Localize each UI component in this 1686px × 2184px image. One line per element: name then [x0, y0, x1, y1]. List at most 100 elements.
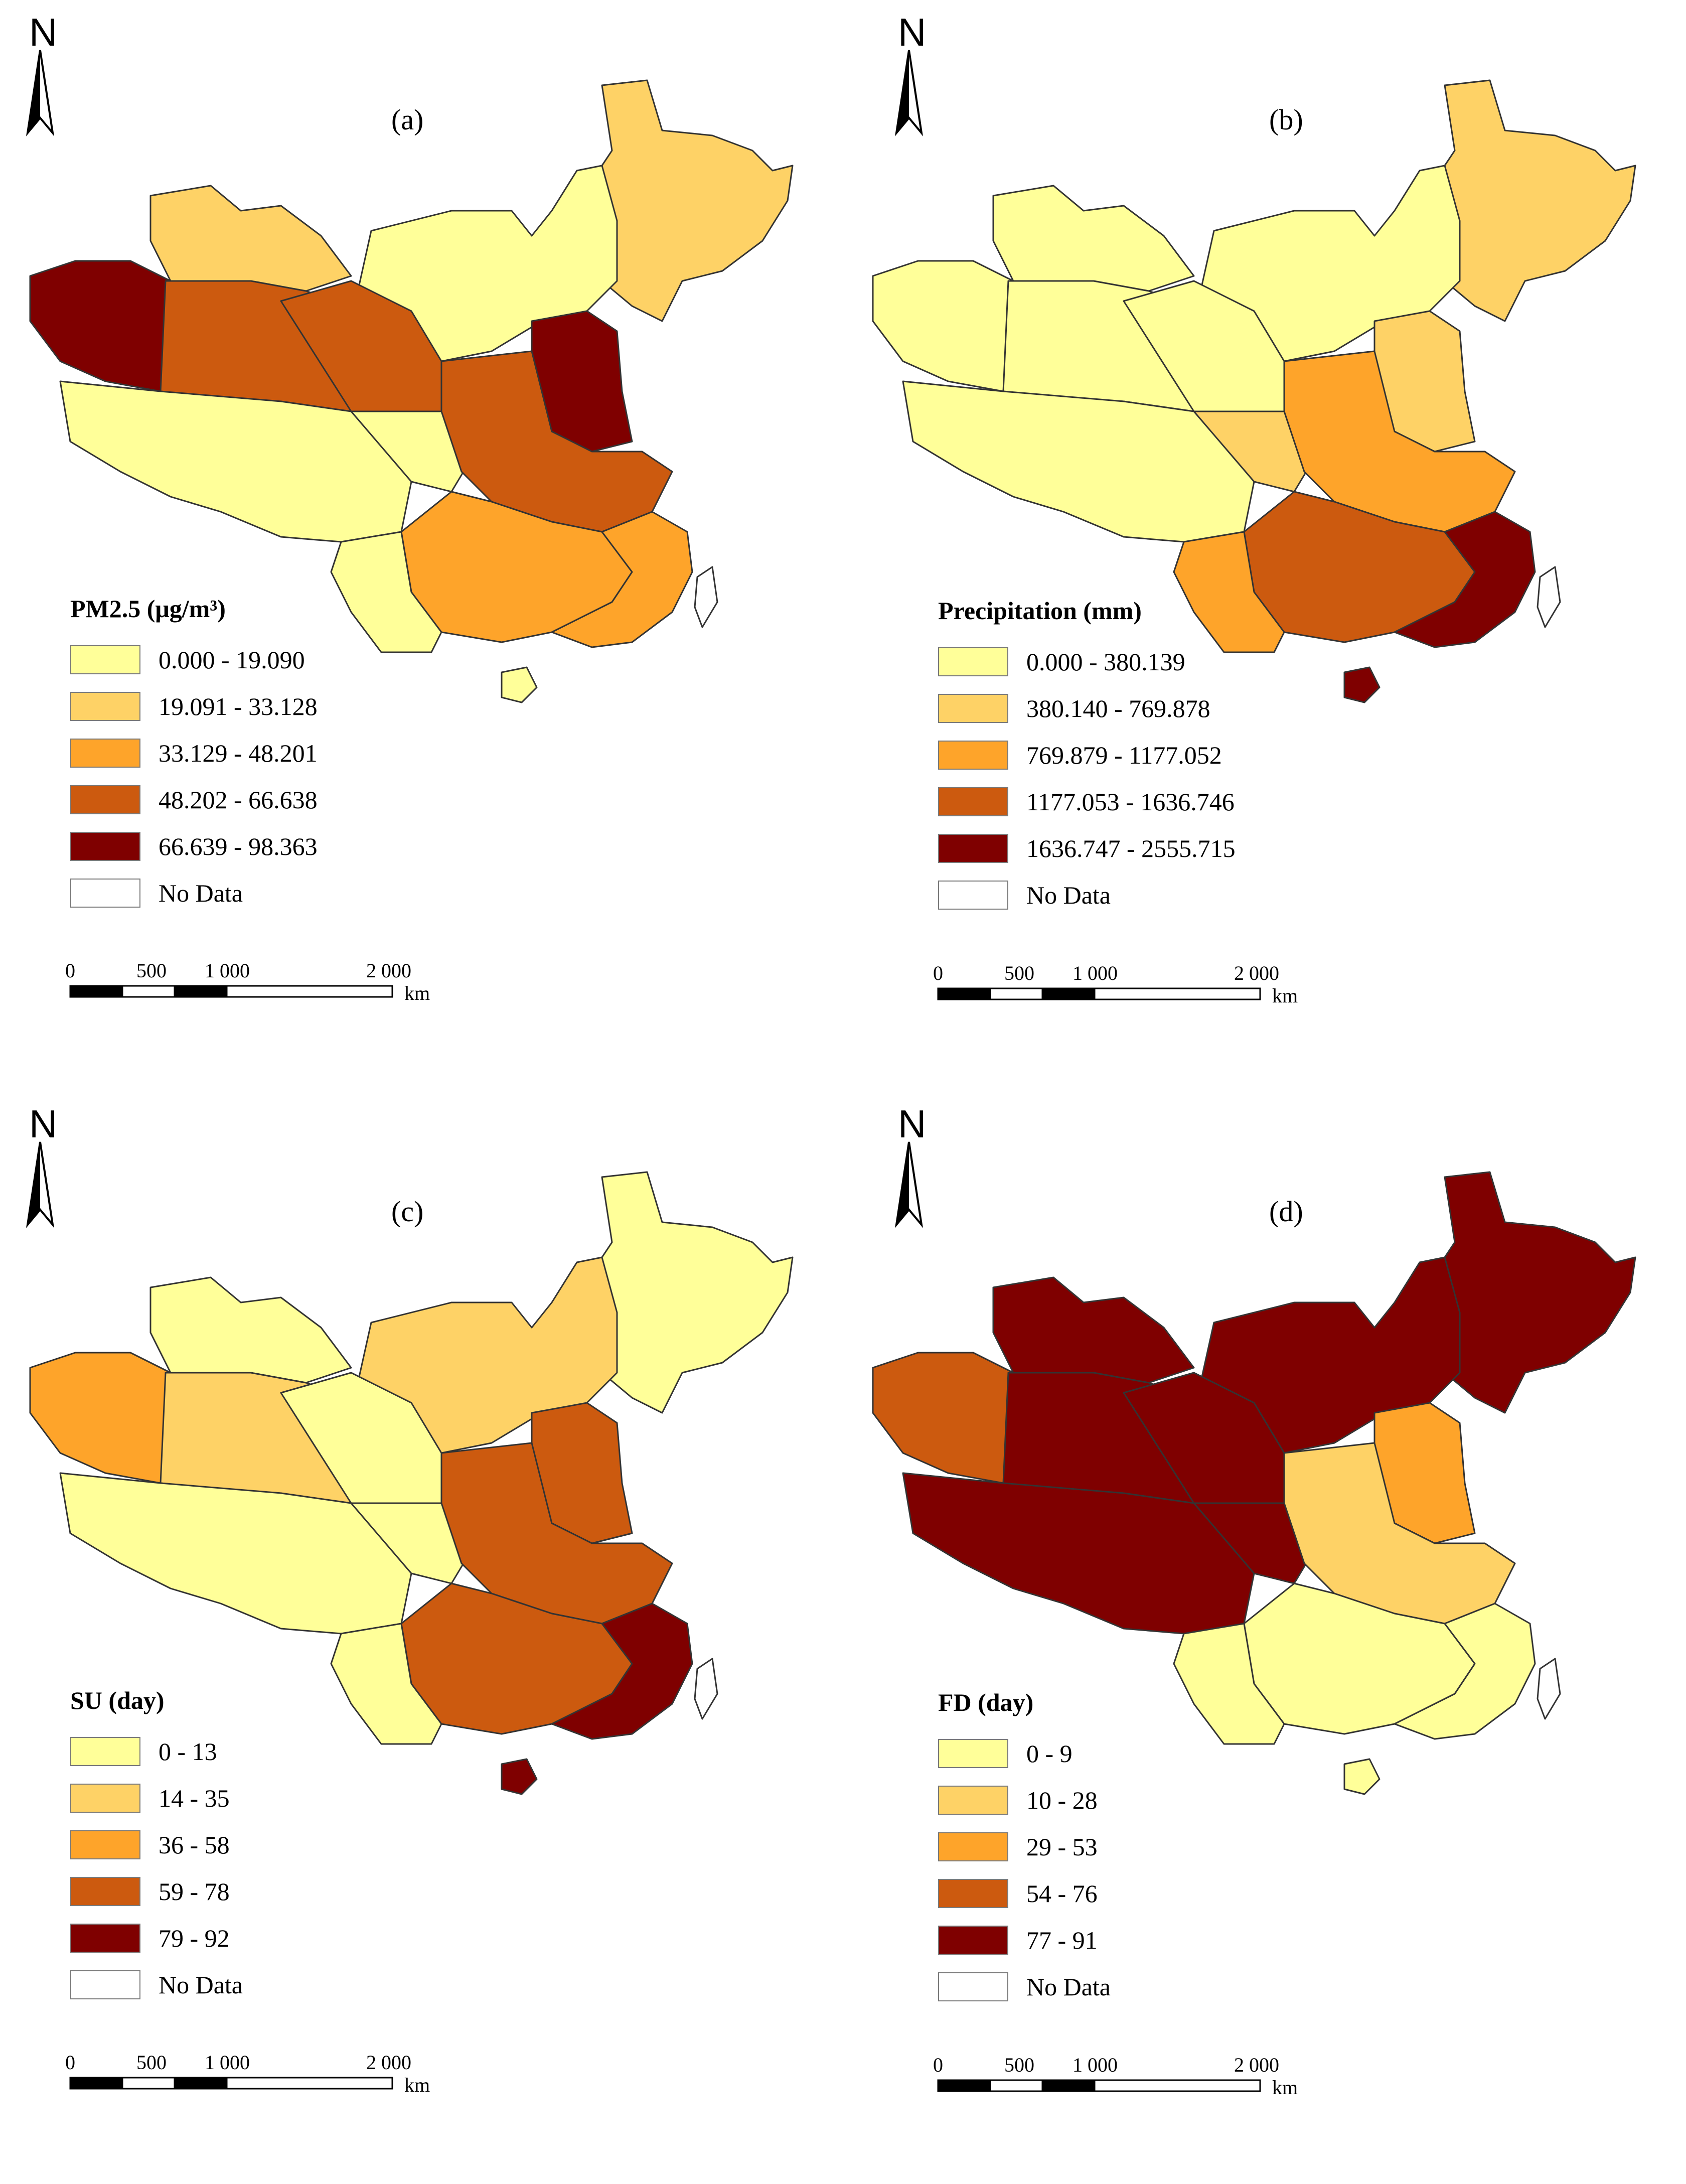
- scale-bar-b: [937, 987, 1261, 1000]
- panel-c: N (c) SU (day) 0 -: [0, 1092, 843, 2183]
- legend-label: 77 - 91: [1026, 1926, 1098, 1954]
- legend-row: 59 - 78: [70, 1868, 243, 1915]
- legend-label: 0.000 - 380.139: [1026, 647, 1185, 676]
- legend-row: 54 - 76: [938, 1870, 1111, 1917]
- scale-tick: 2 000: [366, 2051, 411, 2074]
- panel-a: N (a) PM2.5 (μg/m³): [0, 0, 843, 1092]
- legend-row: 0.000 - 380.139: [938, 638, 1236, 685]
- region-taiwan-c: [694, 1658, 718, 1720]
- legend-b: Precipitation (mm) 0.000 - 380.139 380.1…: [938, 598, 1236, 918]
- legend-label: 10 - 28: [1026, 1786, 1098, 1814]
- legend-row: No Data: [70, 1961, 243, 2008]
- map-a: [26, 50, 794, 998]
- region-southeast-a: [551, 511, 693, 648]
- legend-swatch: [938, 647, 1008, 676]
- region-xinjiang-west-b: [872, 260, 1014, 392]
- scale-tick: 1 000: [1072, 2054, 1118, 2076]
- legend-label: 1636.747 - 2555.715: [1026, 834, 1236, 862]
- scale-tick: 500: [136, 959, 167, 982]
- scale-tick: 1 000: [205, 959, 250, 982]
- legend-label: 66.639 - 98.363: [159, 832, 318, 860]
- legend-label: 0 - 9: [1026, 1739, 1072, 1768]
- legend-row: 14 - 35: [70, 1775, 243, 1821]
- region-yunnan-d: [1173, 1623, 1285, 1745]
- legend-label: 19.091 - 33.128: [159, 692, 318, 720]
- legend-label: 1177.053 - 1636.746: [1026, 787, 1235, 816]
- legend-swatch: [70, 1970, 140, 1999]
- scale-unit: km: [1272, 2076, 1298, 2099]
- region-hainan-b: [1343, 666, 1381, 703]
- legend-row: 1177.053 - 1636.746: [938, 778, 1236, 825]
- legend-label: 0.000 - 19.090: [159, 645, 305, 674]
- legend-swatch: [70, 1876, 140, 1906]
- panel-label: (d): [1269, 1195, 1303, 1228]
- china-map-d: [872, 1171, 1636, 1795]
- legend-swatch: [70, 1923, 140, 1953]
- region-yunnan-a: [330, 531, 442, 653]
- region-hainan-c: [501, 1758, 538, 1795]
- legend-swatch: [938, 1972, 1008, 2001]
- legend-swatch: [938, 1925, 1008, 1955]
- legend-row: 66.639 - 98.363: [70, 823, 318, 869]
- legend-row: 33.129 - 48.201: [70, 730, 318, 776]
- region-yunnan-c: [330, 1623, 442, 1745]
- legend-row: 769.879 - 1177.052: [938, 732, 1236, 778]
- legend-row: No Data: [70, 869, 318, 916]
- legend-title: SU (day): [70, 1686, 165, 1714]
- region-hainan-d: [1343, 1758, 1381, 1795]
- legend-row: 79 - 92: [70, 1915, 243, 1961]
- legend-row: 10 - 28: [938, 1777, 1111, 1823]
- region-taiwan-d: [1537, 1658, 1561, 1720]
- china-map-c: [29, 1171, 794, 1795]
- map-b: [872, 50, 1636, 1000]
- legend-label: No Data: [1026, 881, 1111, 909]
- north-label: N: [29, 10, 58, 54]
- scale-tick: 2 000: [366, 959, 411, 982]
- legend-c: SU (day) 0 - 13 14 - 35 36 - 58 59 - 78 …: [70, 1688, 243, 2008]
- legend-row: 0 - 13: [70, 1728, 243, 1775]
- legend-swatch: [70, 645, 140, 674]
- north-label: N: [898, 1102, 927, 1146]
- north-label: N: [898, 10, 927, 54]
- legend-row: 77 - 91: [938, 1917, 1111, 1963]
- scale-tick: 500: [136, 2051, 167, 2074]
- region-xinjiang-west-d: [872, 1352, 1014, 1484]
- region-taiwan-b: [1537, 566, 1561, 628]
- legend-title: PM2.5 (μg/m³): [70, 595, 226, 623]
- legend-row: 1636.747 - 2555.715: [938, 825, 1236, 871]
- region-xinjiang-west-c: [29, 1352, 172, 1484]
- legend-d: FD (day) 0 - 9 10 - 28 29 - 53 54 - 76 7…: [938, 1690, 1111, 2010]
- region-southeast-b: [1394, 511, 1536, 648]
- legend-swatch: [938, 1878, 1008, 1908]
- scale-tick: 0: [65, 959, 75, 982]
- scale-tick: 2 000: [1234, 2054, 1279, 2076]
- legend-swatch: [938, 1832, 1008, 1861]
- legend-label: 0 - 13: [159, 1737, 217, 1766]
- legend-label: 48.202 - 66.638: [159, 785, 318, 814]
- region-xinjiang-north-b: [992, 185, 1195, 292]
- scale-bar-a: [69, 985, 393, 998]
- legend-title: FD (day): [938, 1688, 1034, 1716]
- panel-label: (b): [1269, 103, 1303, 136]
- legend-label: 79 - 92: [159, 1924, 230, 1952]
- region-yunnan-b: [1173, 531, 1285, 653]
- scale-tick: 1 000: [1072, 962, 1118, 984]
- scale-bar-c: [69, 2077, 393, 2090]
- legend-label: 36 - 58: [159, 1830, 230, 1859]
- region-hainan-a: [501, 666, 538, 703]
- scale-tick: 500: [1004, 2054, 1034, 2076]
- legend-label: 59 - 78: [159, 1877, 230, 1906]
- legend-row: 0 - 9: [938, 1730, 1111, 1777]
- legend-swatch: [938, 880, 1008, 910]
- region-xinjiang-north-d: [992, 1276, 1195, 1384]
- legend-swatch: [70, 691, 140, 721]
- scale-unit: km: [404, 982, 430, 1004]
- region-xinjiang-north-c: [149, 1276, 352, 1384]
- panel-label: (c): [391, 1195, 424, 1228]
- legend-swatch: [70, 1736, 140, 1766]
- region-xinjiang-west-a: [29, 260, 172, 392]
- legend-swatch: [938, 693, 1008, 723]
- china-map-a: [29, 79, 794, 703]
- legend-label: 54 - 76: [1026, 1879, 1098, 1908]
- legend-title: Precipitation (mm): [938, 597, 1142, 625]
